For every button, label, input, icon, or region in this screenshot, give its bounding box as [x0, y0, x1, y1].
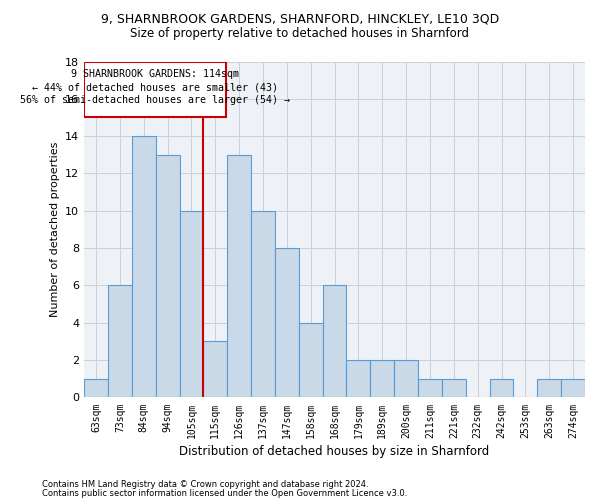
Text: Contains public sector information licensed under the Open Government Licence v3: Contains public sector information licen…	[42, 488, 407, 498]
Bar	[275, 248, 299, 398]
Bar	[84, 62, 226, 116]
Bar	[155, 155, 179, 398]
Bar	[251, 211, 275, 398]
Bar	[561, 379, 585, 398]
Text: Contains HM Land Registry data © Crown copyright and database right 2024.: Contains HM Land Registry data © Crown c…	[42, 480, 368, 489]
Text: ← 44% of detached houses are smaller (43): ← 44% of detached houses are smaller (43…	[32, 82, 278, 92]
Bar	[490, 379, 514, 398]
Bar	[84, 379, 108, 398]
Bar	[132, 136, 155, 398]
Text: 9 SHARNBROOK GARDENS: 114sqm: 9 SHARNBROOK GARDENS: 114sqm	[71, 69, 239, 79]
Text: Size of property relative to detached houses in Sharnford: Size of property relative to detached ho…	[131, 28, 470, 40]
Bar	[108, 286, 132, 398]
Bar	[346, 360, 370, 398]
Bar	[442, 379, 466, 398]
Bar	[537, 379, 561, 398]
Bar	[418, 379, 442, 398]
Bar	[179, 211, 203, 398]
Y-axis label: Number of detached properties: Number of detached properties	[50, 142, 59, 317]
Bar	[299, 323, 323, 398]
Bar	[323, 286, 346, 398]
Text: 9, SHARNBROOK GARDENS, SHARNFORD, HINCKLEY, LE10 3QD: 9, SHARNBROOK GARDENS, SHARNFORD, HINCKL…	[101, 12, 499, 26]
Text: 56% of semi-detached houses are larger (54) →: 56% of semi-detached houses are larger (…	[20, 95, 290, 105]
Bar	[203, 342, 227, 398]
Bar	[370, 360, 394, 398]
X-axis label: Distribution of detached houses by size in Sharnford: Distribution of detached houses by size …	[179, 444, 490, 458]
Bar	[394, 360, 418, 398]
Bar	[227, 155, 251, 398]
